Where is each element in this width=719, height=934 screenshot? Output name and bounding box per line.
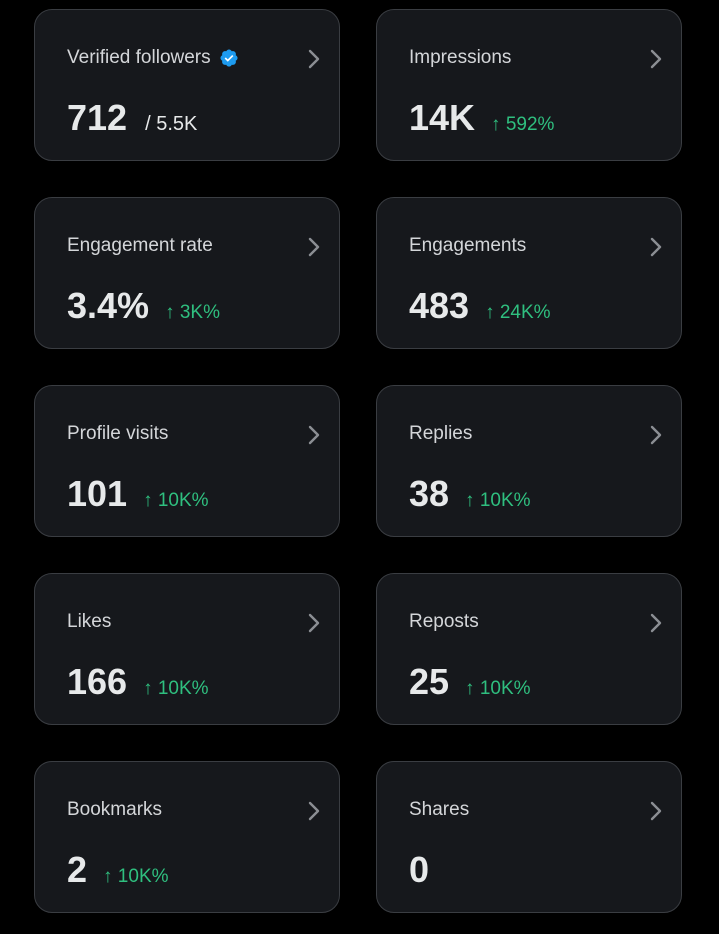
chevron-right-icon[interactable] [647,47,665,71]
card-bookmarks[interactable]: Bookmarks 2 ↑ 10K% [34,761,340,913]
card-value: 38 [409,473,450,514]
card-reposts[interactable]: Reposts 25 ↑ 10K% [376,573,682,725]
card-value-row: 2 ↑ 10K% [67,850,169,890]
card-value: 101 [67,473,128,514]
chevron-right-icon[interactable] [305,611,323,635]
card-profile-visits[interactable]: Profile visits 101 ↑ 10K% [34,385,340,537]
card-title: Bookmarks [67,799,163,820]
card-title: Verified followers [67,46,239,70]
card-delta: ↑ 10K% [465,678,531,699]
card-delta: ↑ 10K% [143,678,209,699]
card-title: Reposts [409,611,479,632]
card-title: Replies [409,423,473,444]
card-likes[interactable]: Likes 166 ↑ 10K% [34,573,340,725]
card-delta: ↑ 3K% [165,302,220,323]
card-title-text: Verified followers [67,47,211,68]
card-value-row: 38 ↑ 10K% [409,474,531,514]
chevron-right-icon[interactable] [305,47,323,71]
verified-badge-icon [220,49,238,67]
card-value: 166 [67,661,128,702]
card-value: 712 [67,97,128,138]
card-value-row: 712 / 5.5K [67,98,197,138]
card-value: 0 [409,849,430,890]
card-replies[interactable]: Replies 38 ↑ 10K% [376,385,682,537]
card-secondary-value: / 5.5K [145,113,198,135]
card-value-row: 14K ↑ 592% [409,98,554,138]
card-value-row: 483 ↑ 24K% [409,286,551,326]
card-delta: ↑ 10K% [103,866,169,887]
card-shares[interactable]: Shares 0 [376,761,682,913]
card-verified-followers[interactable]: Verified followers 712 / 5.5K [34,9,340,161]
card-title: Engagements [409,235,527,256]
card-delta: ↑ 24K% [485,302,551,323]
chevron-right-icon[interactable] [647,423,665,447]
card-engagement-rate[interactable]: Engagement rate 3.4% ↑ 3K% [34,197,340,349]
card-impressions[interactable]: Impressions 14K ↑ 592% [376,9,682,161]
card-title: Engagement rate [67,235,213,256]
card-value: 483 [409,285,470,326]
card-value-row: 3.4% ↑ 3K% [67,286,220,326]
card-value: 2 [67,849,88,890]
chevron-right-icon[interactable] [647,235,665,259]
card-value: 3.4% [67,285,150,326]
card-value: 25 [409,661,450,702]
chevron-right-icon[interactable] [305,423,323,447]
card-delta: ↑ 592% [491,114,555,135]
card-delta: ↑ 10K% [143,490,209,511]
card-value: 14K [409,97,476,138]
chevron-right-icon[interactable] [305,799,323,823]
card-engagements[interactable]: Engagements 483 ↑ 24K% [376,197,682,349]
card-title: Shares [409,799,470,820]
chevron-right-icon[interactable] [647,611,665,635]
card-delta: ↑ 10K% [465,490,531,511]
card-value-row: 25 ↑ 10K% [409,662,531,702]
chevron-right-icon[interactable] [305,235,323,259]
card-title: Profile visits [67,423,169,444]
card-value-row: 0 [409,850,429,890]
chevron-right-icon[interactable] [647,799,665,823]
card-title: Likes [67,611,112,632]
card-value-row: 166 ↑ 10K% [67,662,209,702]
card-title: Impressions [409,47,512,68]
card-value-row: 101 ↑ 10K% [67,474,209,514]
